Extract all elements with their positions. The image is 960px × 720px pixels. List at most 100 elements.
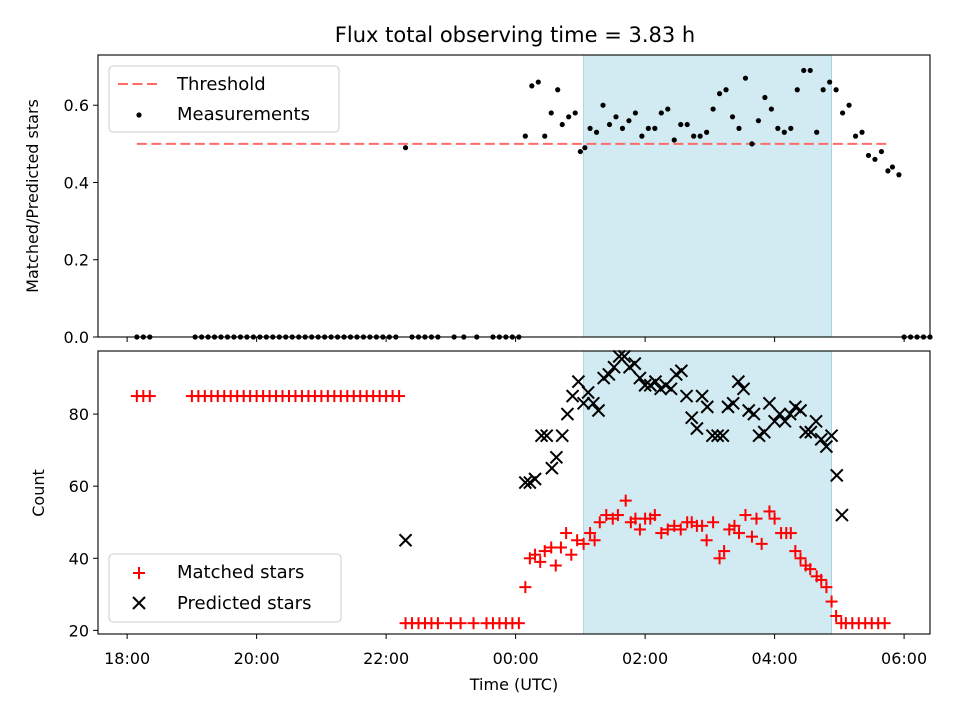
measurement-point	[613, 114, 619, 120]
matched-star-marker	[577, 537, 590, 550]
predicted-star-marker	[398, 533, 413, 547]
matched-star-marker	[661, 523, 674, 536]
predicted-star-marker	[674, 364, 689, 378]
matched-star-marker	[512, 617, 525, 630]
measurement-point	[559, 121, 565, 128]
measurement-point	[736, 125, 742, 131]
matched-star-marker	[750, 512, 763, 525]
matched-star-marker	[588, 534, 601, 547]
measurement-point	[555, 87, 561, 93]
y-tick-label: 20	[69, 621, 89, 640]
measurement-point	[652, 125, 658, 131]
measurement-point	[522, 133, 528, 139]
measurement-point	[535, 79, 541, 85]
predicted-star-marker	[705, 429, 720, 443]
predicted-star-marker	[549, 450, 564, 465]
y-tick-label: 0.2	[64, 251, 89, 270]
predicted-star-marker	[747, 407, 761, 421]
matched-star-marker	[768, 512, 781, 525]
matched-star-marker	[554, 541, 567, 554]
matched-star-marker	[519, 581, 532, 594]
predicted-star-marker	[819, 439, 834, 454]
measurement-point	[885, 168, 891, 174]
count-legend: Matched stars Predicted stars	[108, 553, 342, 623]
predicted-star-marker	[586, 396, 601, 410]
predicted-star-marker	[809, 414, 823, 429]
x-tick-label: 18:00	[104, 649, 150, 668]
matched-star-marker	[467, 617, 480, 630]
measurement-point	[566, 114, 572, 120]
matched-star-marker	[674, 523, 687, 536]
measurement-point	[872, 156, 878, 162]
y-tick-label: 0.0	[64, 328, 89, 347]
predicted-star-marker	[726, 396, 740, 410]
predicted-star-marker	[830, 468, 844, 483]
measurement-point	[704, 129, 710, 135]
measurement-point	[788, 125, 794, 131]
matched-star-marker	[143, 390, 156, 403]
matched-star-marker	[668, 519, 681, 532]
predicted-star-marker	[783, 407, 797, 421]
matched-star-marker	[549, 559, 562, 572]
y-tick-label: 60	[69, 477, 89, 496]
predicted-star-marker	[762, 396, 777, 410]
measurement-point	[691, 133, 697, 139]
measurement-point	[600, 102, 606, 108]
matched-star-marker	[633, 523, 646, 536]
ratio-x-ticks	[126, 337, 905, 342]
measurement-point	[768, 106, 774, 112]
matched-star-marker	[431, 617, 444, 630]
matched-star-marker	[571, 534, 584, 547]
predicted-star-marker	[528, 472, 542, 486]
predicted-star-marker	[835, 508, 849, 522]
matched-star-marker	[560, 527, 573, 540]
count-y-ticks: 20 40 60 80	[69, 405, 98, 640]
matched-star-marker	[794, 552, 807, 565]
measurement-point	[665, 106, 671, 112]
legend-measurements-label: Measurements	[177, 104, 310, 125]
measurement-point	[684, 121, 690, 128]
predicted-star-marker	[560, 407, 575, 421]
predicted-star-marker	[633, 371, 647, 385]
measurement-point	[889, 164, 896, 170]
predicted-star-marker	[648, 374, 663, 389]
measurement-point	[729, 114, 736, 120]
predicted-star-marker	[778, 414, 792, 429]
matched-star-marker	[789, 545, 802, 558]
predicted-star-marker	[685, 410, 699, 425]
measurement-point	[846, 102, 852, 108]
measurement-point	[710, 106, 716, 112]
predicted-star-marker	[571, 374, 586, 389]
matched-star-marker	[830, 609, 843, 622]
measurement-point	[542, 133, 548, 139]
matched-star-marker	[538, 545, 551, 558]
predicted-star-marker	[612, 349, 626, 364]
measurement-point	[794, 87, 800, 93]
predicted-star-marker	[534, 429, 549, 443]
measurement-point	[749, 141, 755, 147]
measurement-point	[632, 110, 639, 116]
measurement-point	[593, 129, 600, 135]
measurement-point	[807, 67, 813, 74]
matched-star-marker	[732, 527, 745, 540]
measurement-point	[639, 133, 645, 139]
matched-star-marker	[878, 617, 891, 630]
y-tick-label: 0.4	[64, 173, 89, 192]
measurement-point	[587, 125, 593, 131]
predicted-star-marker	[518, 475, 533, 490]
chart-title: Flux total observing time = 3.83 h	[335, 23, 695, 47]
matched-star-marker	[804, 563, 817, 576]
predicted-star-marker	[757, 425, 771, 439]
matched-star-marker	[648, 509, 661, 522]
predicted-star-marker	[576, 396, 591, 410]
predicted-star-marker	[767, 414, 782, 429]
count-axes-frame	[97, 350, 931, 635]
legend-predicted-label: Predicted stars	[177, 593, 311, 614]
measurement-point	[548, 110, 554, 116]
legend-measurements-swatch	[136, 112, 142, 118]
ratio-panel: 0.0 0.2 0.4 0.6 Matched/Predicted stars Thr…	[23, 54, 933, 347]
y-tick-label: 0.6	[64, 96, 89, 115]
predicted-star-marker	[804, 425, 818, 439]
y-tick-label: 40	[69, 549, 89, 568]
